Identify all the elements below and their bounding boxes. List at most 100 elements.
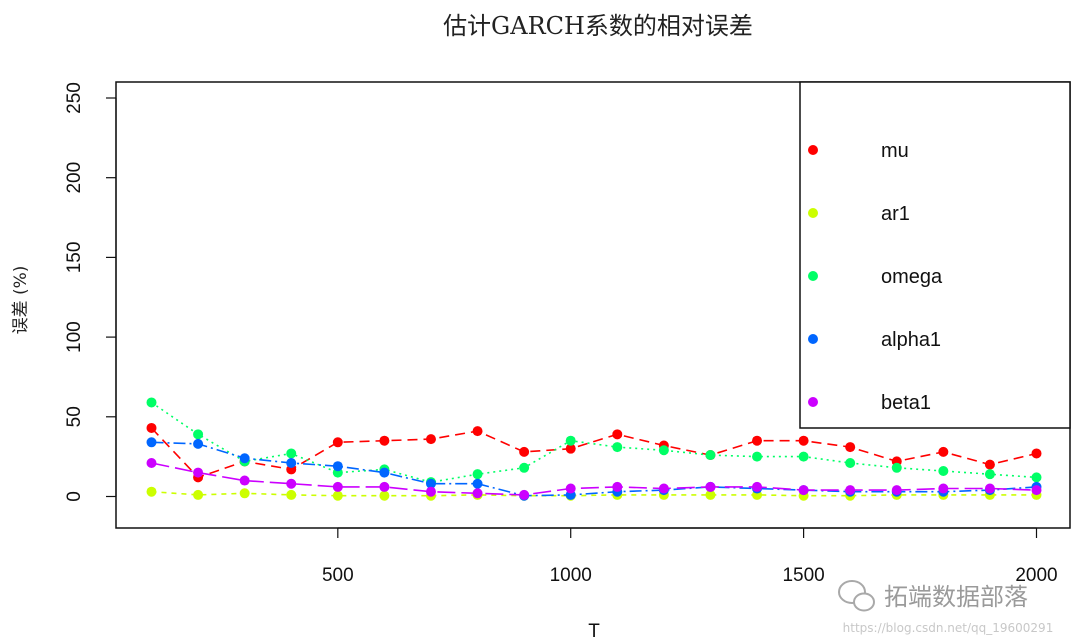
data-point-omega — [193, 429, 204, 440]
data-point-beta1 — [1031, 485, 1042, 496]
data-point-alpha1 — [193, 438, 204, 449]
data-point-mu — [1031, 448, 1042, 459]
data-point-beta1 — [519, 489, 530, 500]
data-point-alpha1 — [472, 478, 483, 489]
series-line-ar1 — [151, 490, 1037, 497]
x-tick-label: 500 — [322, 565, 354, 586]
data-point-beta1 — [565, 483, 576, 494]
chart-title: 估计GARCH系数的相对误差 — [443, 12, 753, 40]
data-point-omega — [845, 458, 856, 469]
data-point-omega — [472, 469, 483, 480]
data-point-ar1 — [379, 490, 390, 501]
data-point-omega — [984, 469, 995, 480]
data-point-omega — [658, 445, 669, 456]
data-point-beta1 — [472, 488, 483, 499]
data-point-ar1 — [286, 489, 297, 500]
data-point-mu — [425, 434, 436, 445]
y-tick-label: 250 — [64, 82, 85, 114]
y-tick-label: 50 — [64, 406, 85, 427]
data-point-omega — [938, 465, 949, 476]
data-point-omega — [286, 448, 297, 459]
series-line-mu — [150, 427, 1037, 479]
x-tick-label: 1000 — [550, 565, 592, 586]
data-point-omega — [146, 397, 157, 408]
data-point-mu — [146, 422, 157, 433]
legend-item-omega: omega — [808, 266, 943, 288]
x-tick-label: 2000 — [1015, 565, 1057, 586]
legend-label: alpha1 — [881, 329, 941, 351]
series-line-alpha1 — [151, 441, 1037, 497]
series-line-beta1 — [151, 462, 1037, 496]
data-point-alpha1 — [146, 437, 157, 448]
data-point-omega — [519, 462, 530, 473]
y-tick-label: 200 — [64, 162, 85, 194]
data-point-mu — [845, 442, 856, 453]
data-point-omega — [1031, 472, 1042, 483]
legend-marker — [808, 271, 818, 281]
data-point-mu — [752, 435, 763, 446]
data-point-omega — [565, 435, 576, 446]
data-point-omega — [891, 462, 902, 473]
legend-label: beta1 — [881, 392, 931, 414]
data-point-beta1 — [146, 458, 157, 469]
legend-marker — [808, 208, 818, 218]
data-point-omega — [612, 442, 623, 453]
legend-marker — [808, 397, 818, 407]
watermark-url: https://blog.csdn.net/qq_19600291 — [843, 621, 1054, 635]
legend-label: ar1 — [881, 203, 910, 225]
series-omega — [146, 397, 1042, 488]
y-tick-label: 100 — [64, 321, 85, 353]
data-point-alpha1 — [332, 461, 343, 472]
data-point-beta1 — [752, 481, 763, 492]
data-point-mu — [798, 435, 809, 446]
data-point-mu — [332, 437, 343, 448]
legend-box — [799, 81, 1071, 429]
data-point-alpha1 — [239, 453, 250, 464]
legend-item-alpha1: alpha1 — [808, 329, 941, 351]
series-line-omega — [151, 401, 1037, 484]
data-point-mu — [519, 446, 530, 457]
data-point-omega — [798, 451, 809, 462]
x-tick-label: 1500 — [782, 565, 824, 586]
data-point-beta1 — [984, 483, 995, 494]
data-point-alpha1 — [379, 467, 390, 478]
series-layer — [146, 397, 1042, 501]
data-point-beta1 — [612, 481, 623, 492]
series-alpha1 — [146, 437, 1042, 501]
data-point-mu — [612, 429, 623, 440]
y-axis: 0 50 100 150 200 250 — [64, 82, 117, 502]
legend-marker — [808, 334, 818, 344]
series-mu — [146, 422, 1042, 483]
data-point-ar1 — [193, 489, 204, 500]
data-point-beta1 — [379, 481, 390, 492]
data-point-beta1 — [845, 485, 856, 496]
data-point-beta1 — [286, 478, 297, 489]
y-tick-label: 0 — [64, 491, 85, 502]
data-point-beta1 — [332, 481, 343, 492]
data-point-alpha1 — [425, 478, 436, 489]
data-point-ar1 — [146, 486, 157, 497]
x-axis-label: T — [588, 621, 600, 642]
data-point-mu — [938, 446, 949, 457]
series-beta1 — [146, 458, 1042, 500]
legend-item-beta1: beta1 — [808, 392, 931, 414]
data-point-beta1 — [193, 467, 204, 478]
watermark: 拓端数据部落 https://blog.csdn.net/qq_19600291 — [838, 580, 1054, 635]
data-point-mu — [472, 426, 483, 437]
x-axis: 500 1000 1500 2000 — [322, 527, 1058, 586]
legend-marker — [808, 145, 818, 155]
data-point-mu — [984, 459, 995, 470]
legend: mu ar1 omega alpha1 beta1 — [808, 140, 943, 414]
data-point-beta1 — [891, 485, 902, 496]
legend-label: mu — [881, 140, 909, 162]
wechat-logo-icon — [838, 580, 875, 612]
data-point-alpha1 — [286, 458, 297, 469]
legend-item-ar1: ar1 — [808, 203, 910, 225]
data-point-beta1 — [658, 483, 669, 494]
data-point-ar1 — [332, 490, 343, 501]
data-point-mu — [565, 443, 576, 454]
data-point-beta1 — [705, 481, 716, 492]
legend-item-mu: mu — [808, 140, 909, 162]
data-point-mu — [379, 435, 390, 446]
